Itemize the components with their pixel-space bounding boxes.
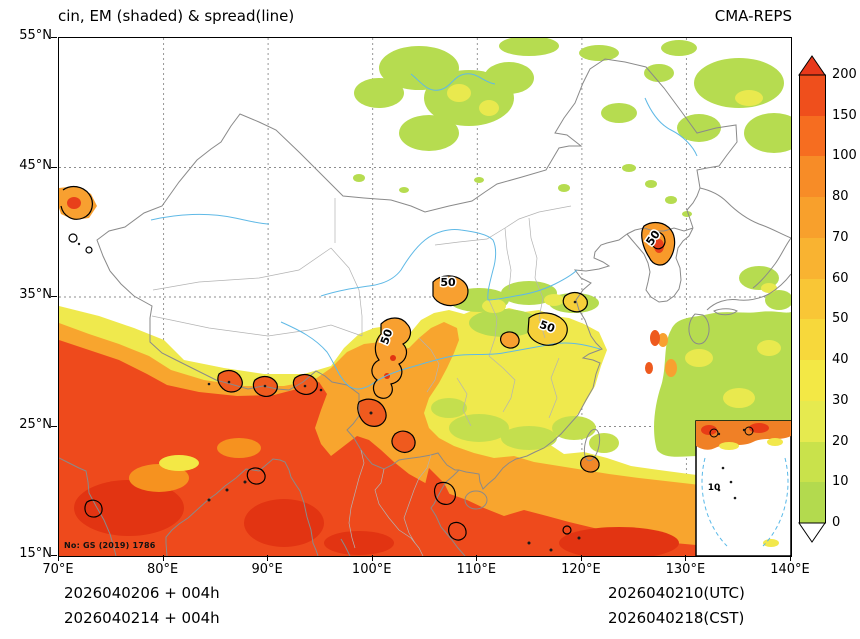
colorbar-label: 0 — [832, 515, 841, 530]
colorbar-segment — [799, 156, 825, 198]
x-tick-label: 70°E — [42, 562, 74, 577]
x-tick-label: 130°E — [665, 562, 706, 577]
colorbar-frame — [798, 55, 826, 543]
colorbar-segment — [799, 115, 825, 157]
map-canvas: 50 50 50 50 — [59, 38, 791, 556]
x-tick-label: 100°E — [351, 562, 392, 577]
colorbar-label: 100 — [832, 148, 857, 164]
x-tick-mark — [267, 555, 269, 561]
x-tick-label: 120°E — [561, 562, 601, 577]
x-tick-label: 80°E — [146, 562, 179, 577]
x-tick-label: 110°E — [456, 562, 497, 577]
contour-label: 50 — [440, 276, 456, 289]
y-tick-label: 25°N — [19, 416, 52, 432]
colorbar-label: 150 — [832, 107, 857, 123]
shading-layer — [59, 38, 791, 556]
colorbar-segment — [799, 197, 825, 239]
x-tick-mark — [162, 555, 164, 561]
x-tick-label: 140°E — [770, 562, 810, 577]
colorbar: 200 150 100 80 70 60 50 40 30 20 10 0 — [798, 55, 860, 567]
colorbar-label: 60 — [832, 270, 849, 286]
colorbar-segment — [799, 237, 825, 280]
colorbar-segment — [799, 441, 825, 483]
y-tick-mark — [51, 166, 57, 168]
colorbar-over-arrow — [798, 55, 826, 76]
inset-contour-label: 10 — [708, 483, 721, 493]
y-tick-label: 55°N — [19, 28, 52, 43]
model-name: CMA-REPS — [714, 7, 792, 25]
colorbar-label: 10 — [832, 474, 849, 490]
coastlines-layer — [59, 58, 791, 556]
colorbar-label: 40 — [832, 352, 849, 368]
colorbar-label: 70 — [832, 229, 849, 245]
colorbar-label: 50 — [832, 311, 849, 327]
colorbar-label: 80 — [832, 189, 849, 205]
colorbar-segment — [799, 482, 825, 524]
y-tick-mark — [51, 37, 57, 38]
x-tick-label: 90°E — [251, 562, 283, 577]
y-tick-mark — [51, 555, 57, 556]
colorbar-segment — [799, 278, 825, 320]
x-tick-mark — [476, 555, 478, 561]
colorbar-label: 20 — [832, 433, 849, 449]
x-tick-mark — [580, 555, 582, 561]
colorbar-label: 30 — [832, 392, 849, 408]
x-tick-mark — [371, 555, 373, 561]
colorbar-label: 200 — [832, 67, 857, 82]
y-tick-mark — [51, 296, 57, 297]
x-tick-mark — [58, 555, 59, 561]
x-tick-mark — [685, 555, 687, 561]
y-tick-label: 45°N — [19, 157, 52, 173]
valid-time-utc: 2026040210(UTC) — [608, 584, 745, 602]
plot-title: cin, EM (shaded) & spread(line) — [58, 7, 295, 25]
map-plot-area: 50 50 50 50 — [58, 37, 792, 557]
y-tick-mark — [51, 425, 57, 427]
init-time-cst: 2026040214 + 004h — [64, 609, 220, 627]
colorbar-under-arrow — [798, 522, 826, 543]
y-tick-label: 15°N — [19, 546, 52, 561]
colorbar-segment — [799, 75, 825, 117]
colorbar-segment — [799, 360, 825, 402]
watermark: No: GS (2019) 1786 — [64, 541, 156, 550]
y-tick-label: 35°N — [19, 287, 52, 302]
x-tick-mark — [790, 555, 791, 561]
inset-map: 10 — [695, 420, 791, 556]
valid-time-cst: 2026040218(CST) — [608, 609, 745, 627]
colorbar-segment — [799, 319, 825, 361]
colorbar-segment — [799, 400, 825, 443]
init-time-utc: 2026040206 + 004h — [64, 584, 220, 602]
